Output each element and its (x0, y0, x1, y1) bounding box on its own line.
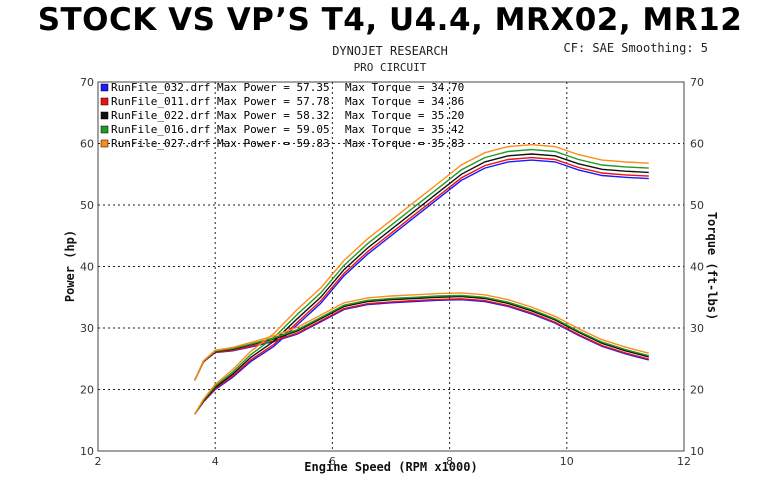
x-tick-label: 2 (95, 455, 102, 468)
power-line-1 (194, 159, 649, 415)
legend-max-power: Max Power = 57.78 (217, 95, 330, 108)
x-tick-label: 6 (329, 455, 336, 468)
y-tick-label-left: 20 (80, 384, 94, 397)
legend-swatch (100, 125, 109, 134)
y-tick-label-right: 50 (690, 199, 704, 212)
y-tick-label-right: 40 (690, 261, 704, 274)
torque-line-4 (194, 294, 649, 381)
y-tick-label-left: 50 (80, 199, 94, 212)
x-tick-label: 12 (677, 455, 691, 468)
x-tick-label: 4 (212, 455, 219, 468)
torque-line-2 (194, 298, 649, 381)
y-tick-label-right: 60 (690, 138, 704, 151)
torque-line-5 (194, 292, 649, 381)
x-axis-label: Engine Speed (RPM x1000) (304, 460, 477, 474)
y-tick-label-right: 10 (690, 445, 704, 458)
legend-max-power: Max Power = 59.05 (217, 123, 330, 136)
y-axis-right-label: Torque (ft-lbs) (705, 212, 719, 320)
legend-max-power: Max Power = 58.32 (217, 109, 330, 122)
y-tick-label-right: 70 (690, 76, 704, 89)
y-axis-left-label: Power (hp) (63, 230, 77, 302)
y-tick-label-left: 60 (80, 138, 94, 151)
x-tick-label: 10 (560, 455, 574, 468)
legend: RunFile_032.drf Max Power = 57.35 Max Torq… (100, 81, 464, 150)
settings-label: CF: SAE Smoothing: 5 (563, 41, 709, 55)
legend-max-torque: Max Torque = 35.20 (345, 109, 464, 122)
legend-file: RunFile_022.drf (111, 109, 210, 122)
legend-max-torque: Max Torque = 34.86 (345, 95, 464, 108)
legend-max-power: Max Power = 57.35 (217, 81, 330, 94)
header-line2: PRO CIRCUIT (353, 61, 427, 74)
legend-swatch (100, 83, 109, 92)
banner-title: STOCK VS VP’S T4, U4.4, MRX02, MR12 (37, 2, 743, 38)
grid (98, 82, 684, 451)
legend-max-torque: Max Torque = 35.83 (345, 137, 464, 150)
y-tick-label-left: 30 (80, 322, 94, 335)
y-tick-label-right: 20 (690, 384, 704, 397)
x-tick-label: 8 (446, 455, 453, 468)
legend-swatch (100, 139, 109, 148)
legend-file: RunFile_032.drf (111, 81, 210, 94)
y-tick-label-left: 40 (80, 261, 94, 274)
legend-max-torque: Max Torque = 34.70 (345, 81, 464, 94)
y-tick-label-left: 70 (80, 76, 94, 89)
power-line-3 (194, 153, 649, 415)
legend-file: RunFile_011.drf (111, 95, 210, 108)
y-tick-label-right: 30 (690, 322, 704, 335)
legend-swatch (100, 97, 109, 106)
legend-max-torque: Max Torque = 35.42 (345, 123, 464, 136)
curves (194, 143, 649, 415)
legend-file: RunFile_016.drf (111, 123, 210, 136)
power-line-5 (194, 143, 649, 415)
legend-max-power: Max Power = 59.83 (217, 137, 330, 150)
legend-file: RunFile_027.drf (111, 137, 210, 150)
y-tick-label-left: 10 (80, 445, 94, 458)
legend-swatch (100, 111, 109, 120)
power-line-4 (194, 148, 649, 415)
power-line-2 (194, 156, 649, 415)
header-line1: DYNOJET RESEARCH (332, 44, 448, 58)
